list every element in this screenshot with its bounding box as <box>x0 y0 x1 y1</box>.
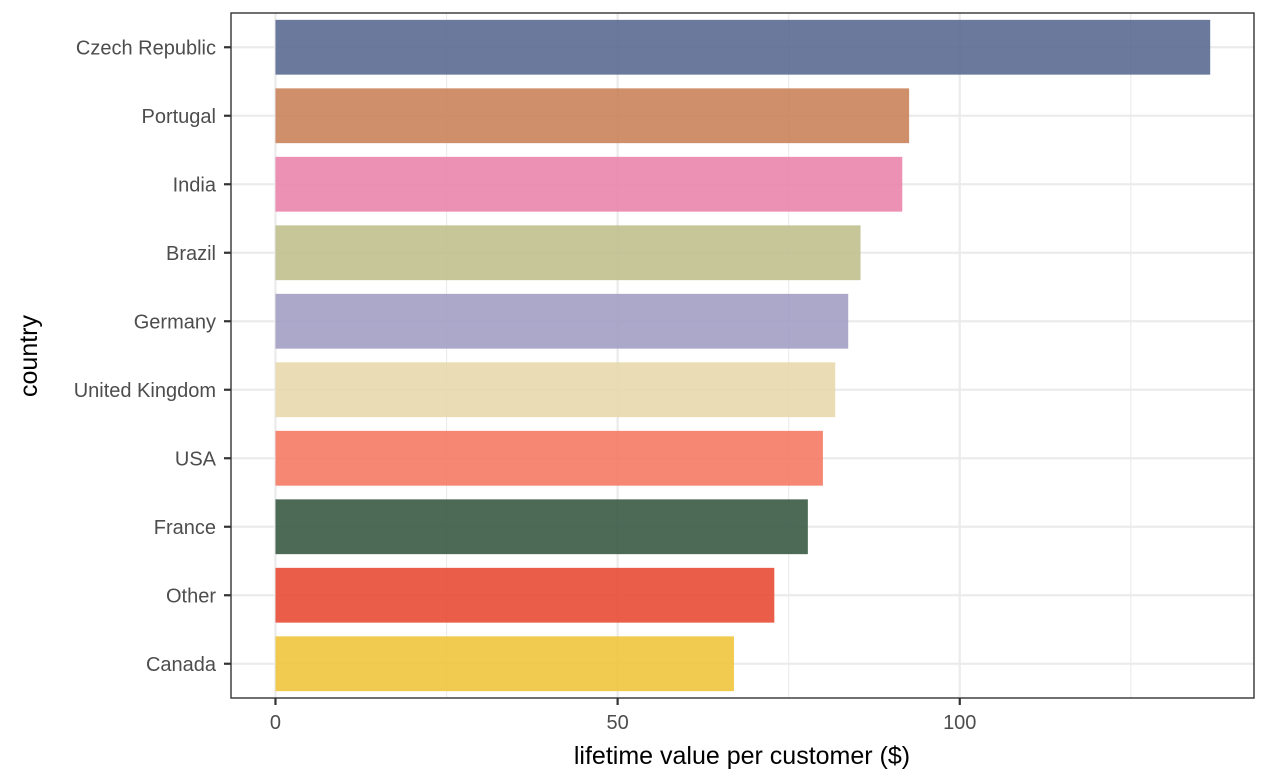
y-tick-label: India <box>173 174 217 196</box>
bar-czech-republic <box>275 19 1211 75</box>
y-tick-label: United Kingdom <box>74 380 216 402</box>
x-tick-label: 50 <box>606 712 628 734</box>
bar-other <box>275 567 775 623</box>
bar-india <box>275 156 903 212</box>
y-tick-label: Brazil <box>166 243 216 265</box>
plot-panel <box>230 12 1255 699</box>
bar-usa <box>275 430 823 486</box>
panel-border <box>230 12 1255 699</box>
y-tick-label: Germany <box>134 311 216 333</box>
y-tick-label: Portugal <box>142 106 217 128</box>
bar-portugal <box>275 88 910 144</box>
y-tick-label: Canada <box>146 654 217 676</box>
x-axis: 0 50 100 <box>270 698 976 734</box>
bars <box>275 19 1211 692</box>
y-axis-title: country <box>15 315 43 397</box>
bar-united-kingdom <box>275 362 836 418</box>
x-axis-title: lifetime value per customer ($) <box>574 742 910 770</box>
y-tick-label: USA <box>175 448 217 470</box>
y-tick-label: Other <box>166 585 216 607</box>
bar-germany <box>275 293 849 349</box>
bar-canada <box>275 636 734 692</box>
x-tick-label: 0 <box>270 712 281 734</box>
bar-brazil <box>275 225 861 281</box>
bar-france <box>275 499 808 555</box>
x-tick-label: 100 <box>943 712 976 734</box>
y-tick-label: Czech Republic <box>76 37 216 59</box>
y-tick-label: France <box>154 517 216 539</box>
y-axis: Czech Republic Portugal India Brazil Germany… <box>74 37 231 676</box>
